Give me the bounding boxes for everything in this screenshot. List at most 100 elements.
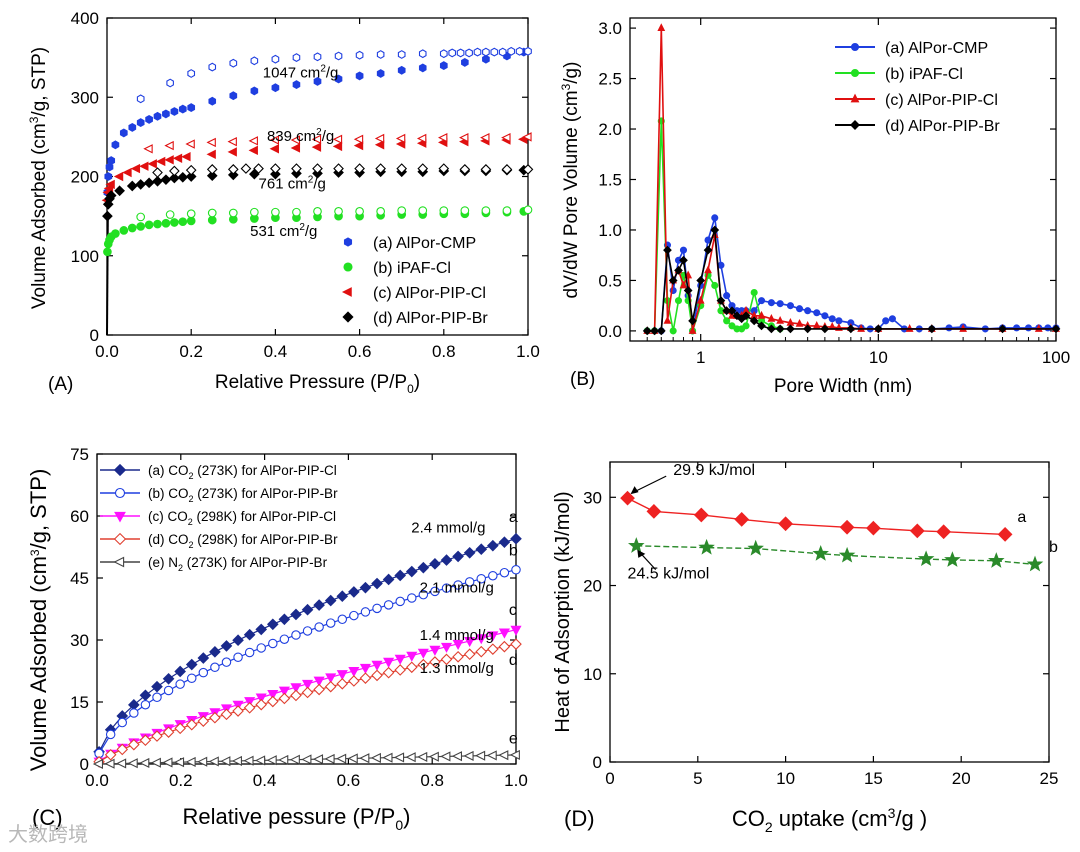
- annotation: d: [509, 652, 518, 669]
- data-point: [429, 558, 441, 570]
- data-point: [311, 142, 322, 152]
- legend-label: (a) AlPor-CMP: [885, 40, 988, 57]
- data-point: [349, 610, 359, 621]
- y-tick-label: 100: [71, 247, 99, 266]
- data-point: [353, 140, 364, 151]
- data-point: [696, 276, 706, 285]
- data-point: [128, 738, 140, 751]
- data-point: [1024, 324, 1033, 332]
- x-tick-label: 0.8: [420, 771, 444, 790]
- x-tick-label: 100: [1042, 348, 1070, 367]
- data-point: [250, 56, 259, 66]
- data-point: [313, 599, 325, 611]
- data-point: [927, 324, 937, 334]
- data-point: [233, 652, 243, 663]
- data-point: [166, 78, 174, 88]
- annotation: 1.3 mmol/g: [420, 660, 494, 677]
- data-point: [1026, 555, 1044, 572]
- data-point: [786, 324, 795, 334]
- data-point: [511, 564, 521, 575]
- data-point: [728, 322, 736, 330]
- data-point: [657, 23, 666, 32]
- data-point: [313, 76, 322, 86]
- data-point: [486, 750, 497, 761]
- data-point: [487, 643, 499, 655]
- data-point: [165, 210, 175, 219]
- data-point: [186, 209, 196, 219]
- data-point: [711, 214, 719, 222]
- data-point: [456, 48, 465, 58]
- data-point: [130, 163, 141, 174]
- series-line: [647, 120, 781, 332]
- y-tick-label: 20: [583, 577, 602, 596]
- data-point: [256, 643, 266, 653]
- data-point: [487, 631, 499, 642]
- legend-label: (a) AlPor-CMP: [373, 235, 476, 252]
- y-tick-label: 10: [583, 665, 602, 684]
- data-point: [102, 210, 113, 222]
- data-point: [795, 319, 804, 327]
- data-point: [228, 208, 238, 218]
- data-point: [333, 163, 344, 174]
- data-point: [397, 65, 406, 75]
- data-point: [170, 107, 179, 116]
- panel-b: 1 10 100 0.0 0.5 1.0 1.5 2.0 2.5 3.0 (a) AlPor-CMP…: [559, 17, 1070, 397]
- data-point: [271, 83, 280, 93]
- data-point: [383, 600, 394, 610]
- x-tick-label: 10: [869, 348, 888, 367]
- data-point: [750, 288, 758, 297]
- annotation: 761 cm2/g: [259, 174, 326, 192]
- data-point: [220, 708, 233, 721]
- data-point: [757, 297, 766, 305]
- data-point: [501, 132, 511, 143]
- data-point: [128, 122, 137, 132]
- x-tick-label: 25: [1040, 769, 1059, 788]
- data-point: [292, 53, 301, 63]
- data-point: [498, 536, 511, 548]
- data-point: [151, 730, 163, 742]
- data-point: [360, 607, 371, 617]
- data-point: [674, 265, 683, 275]
- annotation: 839 cm2/g: [267, 127, 334, 145]
- data-point: [490, 47, 499, 57]
- data-point: [127, 758, 138, 769]
- data-point: [170, 218, 179, 227]
- legend-marker: [113, 556, 125, 568]
- data-point: [376, 50, 385, 59]
- data-point: [888, 315, 896, 323]
- data-point: [663, 315, 672, 324]
- data-point: [173, 757, 185, 768]
- x-axis-label: Relative pessure (P/P0): [183, 804, 411, 833]
- data-point: [145, 114, 153, 124]
- x-tick-label: 0: [605, 769, 614, 788]
- y-axis-label: Volume Adsorbed (cm3/g, STP): [26, 469, 51, 772]
- data-point: [524, 46, 532, 56]
- data-point: [669, 327, 677, 335]
- data-point: [475, 634, 487, 645]
- data-point: [473, 47, 482, 57]
- data-point: [394, 664, 407, 676]
- y-tick-label: 0.0: [598, 322, 622, 341]
- data-point: [232, 705, 244, 717]
- data-point: [371, 669, 383, 682]
- data-point: [523, 205, 533, 215]
- data-point: [461, 57, 469, 67]
- panel-label: (D): [564, 806, 595, 831]
- legend-label: (c) AlPor-PIP-Cl: [373, 285, 486, 302]
- data-point: [804, 307, 812, 315]
- y-tick-label: 60: [70, 507, 89, 526]
- data-point: [460, 206, 470, 215]
- data-point: [776, 315, 785, 324]
- data-point: [439, 206, 449, 215]
- panel-a: 0.0 0.2 0.4 0.6 0.8 1.0 0 100 200 300 400 1047 cm2/…: [27, 9, 540, 396]
- data-point: [354, 163, 365, 174]
- data-point: [115, 758, 127, 769]
- data-point: [278, 754, 289, 766]
- data-point: [813, 309, 821, 317]
- data-point: [139, 757, 150, 769]
- data-point: [429, 645, 441, 656]
- data-point: [197, 715, 210, 727]
- data-point: [324, 753, 335, 765]
- data-point: [1013, 324, 1021, 332]
- data-point: [405, 752, 416, 763]
